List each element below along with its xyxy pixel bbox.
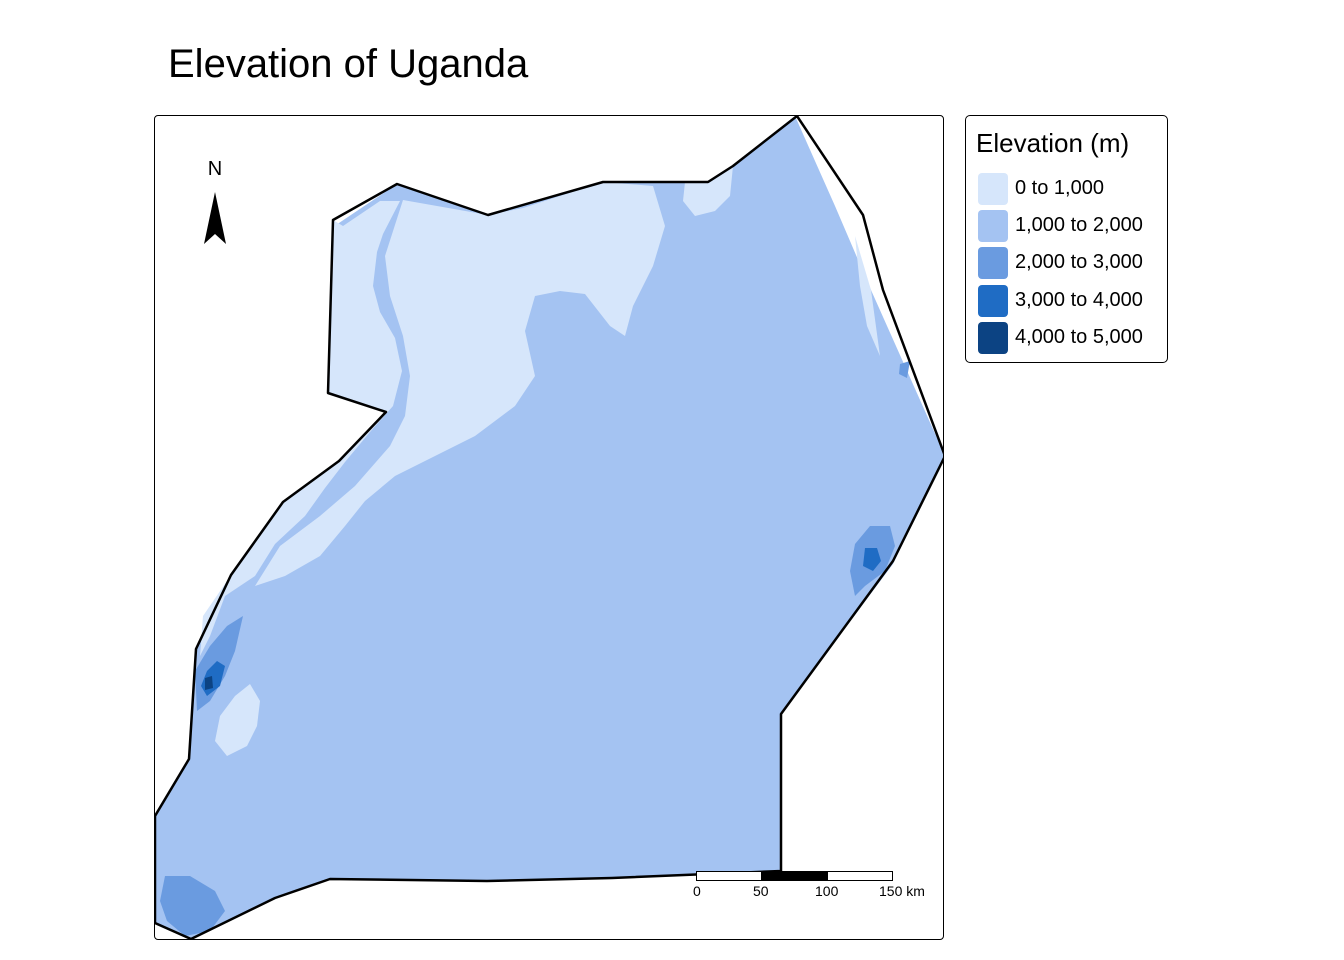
scale-tick-50: 50 <box>753 883 769 899</box>
north-arrow: N <box>198 158 232 248</box>
elevation-band-0-1000-southwest <box>215 684 260 756</box>
legend-label: 4,000 to 5,000 <box>1015 326 1143 348</box>
map-frame[interactable] <box>154 115 944 940</box>
elevation-band-0-1000-north <box>200 201 402 656</box>
legend-label: 0 to 1,000 <box>1015 177 1104 199</box>
legend-item: 2,000 to 3,000 <box>978 247 1163 279</box>
elevation-band-2000-3000-southwest <box>160 876 225 936</box>
legend-swatch <box>978 247 1008 279</box>
north-arrow-label: N <box>207 158 223 180</box>
legend-title: Elevation (m) <box>976 128 1130 158</box>
elevation-band-3000-4000-elgon <box>863 548 881 571</box>
legend-item: 3,000 to 4,000 <box>978 285 1163 317</box>
country-border <box>155 116 943 939</box>
legend-label: 2,000 to 3,000 <box>1015 251 1143 273</box>
uganda-map[interactable] <box>155 116 944 940</box>
scale-tick-100: 100 <box>815 883 839 899</box>
legend: Elevation (m) 0 to 1,000 1,000 to 2,000 … <box>965 115 1168 363</box>
legend-swatch <box>978 173 1008 205</box>
legend-swatch <box>978 285 1008 317</box>
scale-tick-150-km: 150 km <box>879 883 925 899</box>
legend-label: 3,000 to 4,000 <box>1015 289 1143 311</box>
legend-swatch <box>978 210 1008 242</box>
scale-bar-graphic <box>696 871 893 881</box>
legend-item: 0 to 1,000 <box>978 173 1163 205</box>
north-arrow-icon <box>204 192 226 244</box>
legend-swatch <box>978 322 1008 354</box>
scale-tick-0: 0 <box>693 883 701 899</box>
scale-bar: 0 50 100 150 km <box>690 868 940 908</box>
legend-label: 1,000 to 2,000 <box>1015 214 1143 236</box>
elevation-band-4000-5000-peak <box>205 676 213 690</box>
elevation-band-0-1000-east <box>855 236 880 356</box>
elevation-band-0-1000-central <box>255 182 665 586</box>
elevation-band-0-1000-northeast <box>683 166 733 216</box>
legend-item: 1,000 to 2,000 <box>978 210 1163 242</box>
legend-item: 4,000 to 5,000 <box>978 322 1163 354</box>
elevation-band-2000-3000-moroto <box>899 361 910 378</box>
map-title: Elevation of Uganda <box>168 42 529 86</box>
